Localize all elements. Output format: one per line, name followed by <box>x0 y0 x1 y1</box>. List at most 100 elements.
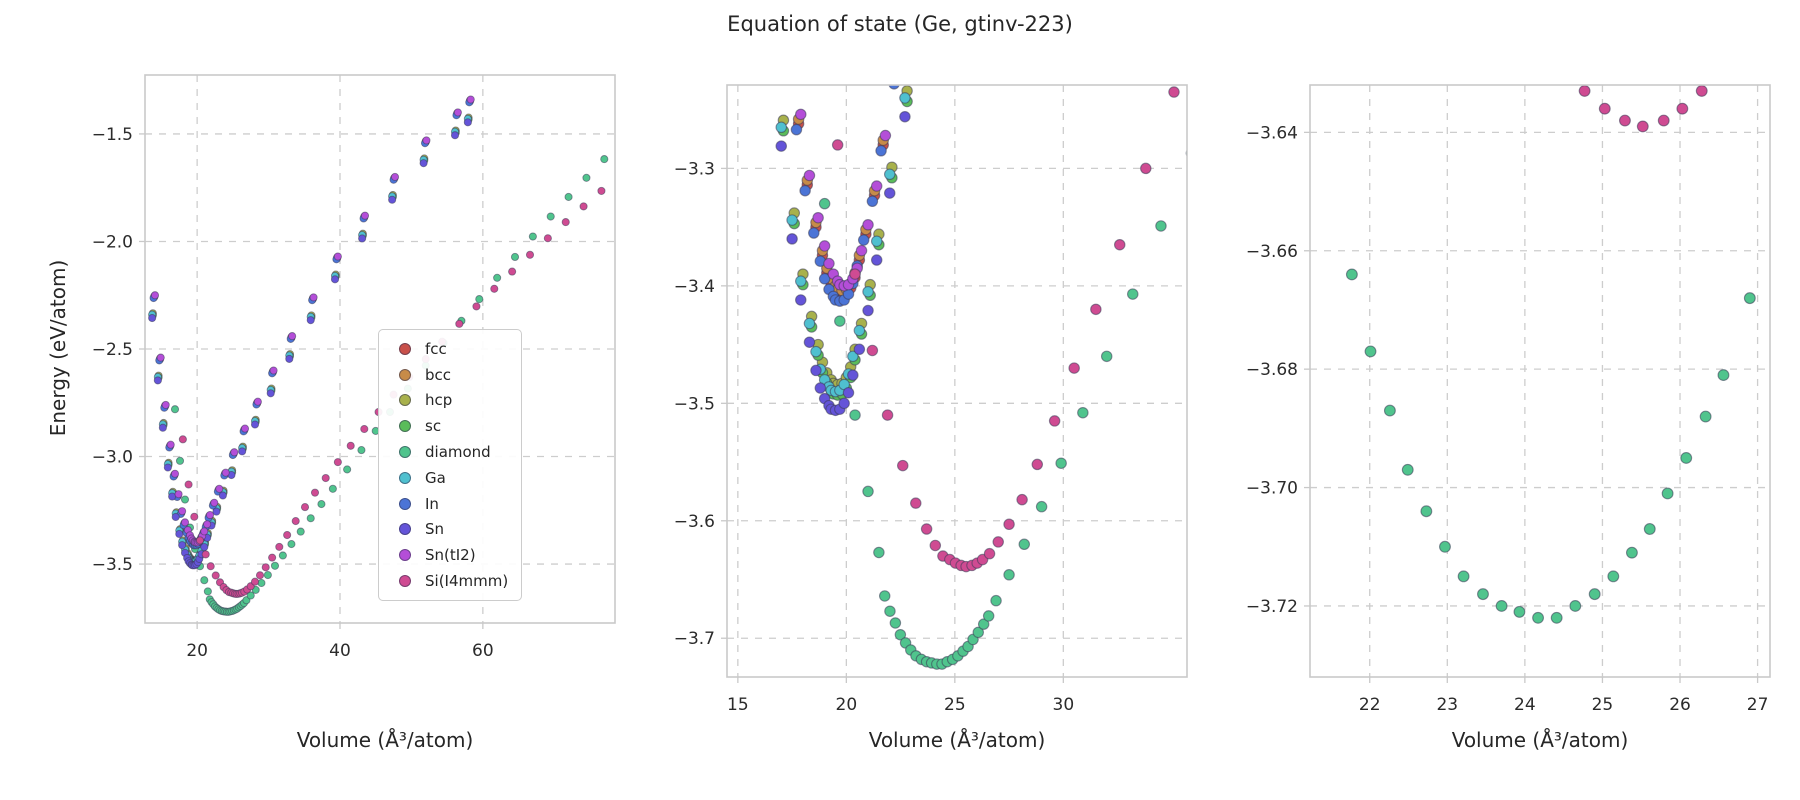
data-point-Si(I4mmm) <box>1554 68 1565 79</box>
legend-marker-icon <box>399 368 411 381</box>
data-point-diamond <box>1127 288 1139 300</box>
y-tick-label: −3.0 <box>92 448 133 468</box>
legend-label: Sn <box>425 520 445 539</box>
legend-label: sc <box>425 417 442 436</box>
data-point-Si(I4mmm) <box>184 480 193 489</box>
data-point-Si(I4mmm) <box>206 562 215 571</box>
data-point-Sn <box>838 397 850 410</box>
data-point-diamond <box>1643 523 1656 535</box>
data-point-diamond <box>1364 345 1377 358</box>
legend-label: fcc <box>425 339 447 358</box>
data-point-diamond <box>175 456 185 465</box>
data-point-Sn(tI2) <box>862 219 874 231</box>
data-point-Sn <box>388 195 397 204</box>
data-point-diamond <box>1532 611 1545 624</box>
data-point-diamond <box>1439 540 1451 553</box>
y-axis-label: Energy (eV/atom) <box>46 259 70 437</box>
axes-spines <box>144 74 616 624</box>
data-point-diamond <box>818 197 831 210</box>
data-point-diamond <box>1661 487 1674 500</box>
data-point-Si(I4mmm) <box>455 319 464 328</box>
y-tick-label: −1.5 <box>92 125 133 145</box>
legend-item-hcp: hcp <box>399 389 521 411</box>
data-point-Si(I4mmm) <box>1578 85 1591 97</box>
data-point-Sn(tI2) <box>390 172 400 181</box>
data-point-Ga <box>786 214 798 226</box>
data-point-diamond <box>1018 538 1031 551</box>
data-point-diamond <box>977 618 990 630</box>
legend-item-Si(I4mmm): Si(I4mmm) <box>399 570 521 592</box>
panel-zoom-middle: 15 20 25 30 −3.3 −3.4 −3.5 −3.6 −3.7 <box>674 84 1188 715</box>
data-point-Sn <box>178 541 187 550</box>
data-point-diamond <box>878 590 891 602</box>
data-point-Si(I4mmm) <box>261 563 270 572</box>
legend-marker-icon <box>399 497 411 510</box>
data-point-Si(I4mmm) <box>579 202 588 211</box>
data-point-Sn(tI2) <box>203 520 212 529</box>
data-point-diamond <box>1699 410 1712 423</box>
data-point-diamond <box>982 610 995 622</box>
data-point-Si(I4mmm) <box>1695 85 1708 97</box>
y-tick-label: −3.6 <box>674 512 715 532</box>
data-point-Si(I4mmm) <box>1113 238 1126 251</box>
data-point-Sn <box>847 369 859 381</box>
data-point-Sn(tI2) <box>453 108 462 117</box>
data-point-Sn <box>158 423 167 432</box>
scatter-points <box>148 95 609 616</box>
data-point-Sn(tI2) <box>210 498 219 507</box>
data-point-Sn(tI2) <box>161 400 170 409</box>
x-axis-label-left: Volume (Å³/atom) <box>296 728 474 752</box>
data-point-diamond <box>849 409 861 421</box>
y-tick-label: −3.5 <box>674 394 715 414</box>
data-point-In <box>818 273 831 285</box>
data-point-Si(I4mmm) <box>490 284 499 293</box>
x-tick-label: 15 <box>727 695 749 715</box>
data-point-Sn(tI2) <box>200 527 209 536</box>
y-tick-label: −3.66 <box>1246 242 1298 262</box>
y-tick-label: −3.7 <box>674 629 715 649</box>
data-point-diamond <box>357 446 366 455</box>
axes-spines <box>1309 84 1771 678</box>
data-point-In <box>808 227 820 239</box>
data-point-diamond <box>180 495 190 504</box>
data-point-Sn(tI2) <box>166 440 175 449</box>
data-point-diamond <box>894 628 907 641</box>
data-point-Si(I4mmm) <box>300 503 310 512</box>
y-tick-label: −3.68 <box>1246 360 1298 380</box>
data-point-Ga <box>803 317 816 330</box>
data-point-Si(I4mmm) <box>283 530 292 540</box>
data-point-diamond <box>1513 605 1526 618</box>
data-point-Si(I4mmm) <box>1090 303 1102 316</box>
legend-box: fcc bcc hcp sc diamond Ga In Sn Sn(tI2) Si(I4mmm) <box>378 329 522 601</box>
data-point-Si(I4mmm) <box>1657 114 1670 127</box>
data-point-Sn(tI2) <box>221 468 230 477</box>
data-point-Sn(tI2) <box>422 136 431 145</box>
data-point-Si(I4mmm) <box>1598 102 1611 115</box>
data-point-Si(I4mmm) <box>1636 120 1649 133</box>
data-point-Sn(tI2) <box>818 240 831 252</box>
data-point-diamond <box>1743 292 1756 305</box>
data-point-Sn <box>775 140 787 152</box>
data-point-Sn(tI2) <box>156 353 165 362</box>
data-point-Si(I4mmm) <box>1618 114 1631 127</box>
data-point-Sn <box>899 110 911 123</box>
legend-marker-icon <box>399 446 411 459</box>
data-point-Sn <box>358 234 367 243</box>
data-point-Sn(tI2) <box>288 332 297 341</box>
data-point-diamond <box>317 500 326 509</box>
data-point-Sn <box>870 254 883 266</box>
data-point-Si(I4mmm) <box>831 139 844 151</box>
data-point-diamond <box>1607 570 1620 583</box>
data-point-diamond <box>257 578 266 588</box>
data-point-Si(I4mmm) <box>992 536 1004 548</box>
data-point-diamond <box>834 315 846 327</box>
data-point-Si(I4mmm) <box>1168 86 1180 98</box>
data-point-diamond <box>246 591 255 600</box>
y-tick-label: −3.64 <box>1246 123 1298 143</box>
data-point-Ga <box>899 92 911 104</box>
data-point-Sn(tI2) <box>253 397 262 406</box>
data-point-diamond <box>328 484 337 493</box>
data-point-Sn <box>419 159 428 168</box>
data-point-Sn <box>266 389 275 398</box>
